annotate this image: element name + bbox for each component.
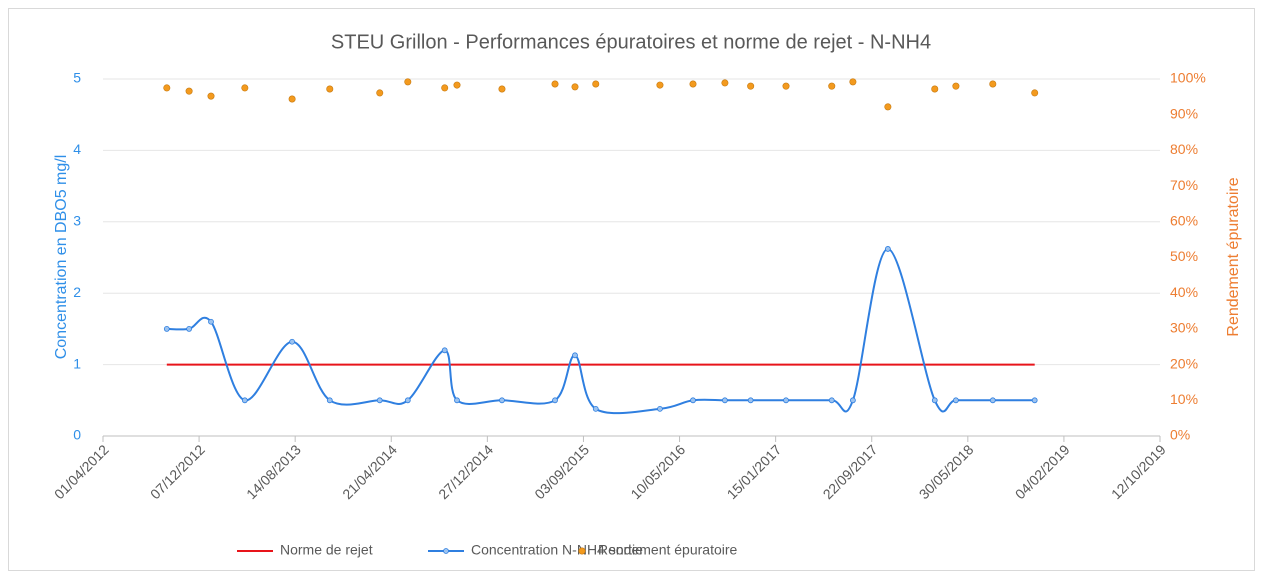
scatter-point (551, 80, 559, 88)
y2-tick-label: 70% (1170, 177, 1198, 193)
scatter-point (931, 85, 939, 93)
scatter-point (1031, 89, 1039, 97)
scatter-point (656, 81, 664, 89)
y-tick-label: 5 (73, 70, 81, 86)
legend-label: Concentration N-NH4 sortie (471, 542, 643, 558)
y-tick-label: 4 (73, 141, 81, 157)
scatter-point (952, 82, 960, 90)
scatter-point (376, 89, 384, 97)
line-marker (163, 325, 170, 332)
scatter-point (828, 82, 836, 90)
y-axis-label: Concentration en DBO5 mg/l (53, 155, 70, 360)
line-marker (592, 405, 599, 412)
scatter-point (441, 84, 449, 92)
y2-tick-label: 80% (1170, 141, 1198, 157)
scatter-point (326, 85, 334, 93)
line-marker (953, 397, 959, 404)
scatter-point (571, 83, 579, 91)
line-marker (783, 397, 789, 404)
y-tick-label: 1 (73, 355, 81, 371)
scatter-point (404, 78, 412, 86)
scatter-point (689, 80, 697, 88)
y2-axis-label: Rendement épuratoire (1225, 177, 1242, 336)
y2-tick-label: 0% (1170, 427, 1190, 443)
scatter-point (849, 78, 857, 86)
scatter-point (288, 95, 296, 103)
y2-tick-label: 20% (1170, 355, 1198, 371)
line-marker (1031, 397, 1038, 404)
y2-tick-label: 30% (1170, 320, 1198, 336)
legend-label: Norme de rejet (280, 542, 373, 558)
scatter-point (721, 79, 729, 87)
y-tick-label: 2 (73, 284, 81, 300)
line-marker (376, 397, 383, 404)
scatter-point (498, 85, 506, 93)
scatter-point (884, 103, 892, 111)
y2-tick-label: 100% (1170, 70, 1206, 86)
scatter-point (747, 82, 755, 90)
scatter-point (592, 80, 600, 88)
line-marker (241, 397, 248, 404)
line-marker (989, 397, 996, 404)
legend-label: Rendement épuratoire (598, 542, 738, 558)
line-marker (572, 352, 578, 359)
y2-tick-label: 10% (1170, 391, 1198, 407)
line-marker (326, 397, 333, 404)
scatter-point (241, 84, 249, 92)
scatter-point (989, 80, 997, 88)
y2-tick-label: 90% (1170, 105, 1198, 121)
line-marker (289, 338, 296, 345)
line-marker (657, 405, 663, 412)
chart-title: STEU Grillon - Performances épuratoires … (331, 31, 931, 53)
line-marker (849, 397, 856, 404)
chart-border (8, 8, 1255, 571)
line-marker (404, 397, 411, 404)
scatter-point (207, 92, 215, 100)
y2-tick-label: 50% (1170, 248, 1198, 264)
line-marker (931, 397, 938, 404)
scatter-point (453, 81, 461, 89)
y2-tick-label: 40% (1170, 284, 1198, 300)
line-marker (828, 397, 835, 404)
line-marker (454, 397, 460, 404)
y2-tick-label: 60% (1170, 213, 1198, 229)
line-marker (499, 397, 505, 404)
line-marker (441, 347, 448, 354)
line-marker (722, 397, 728, 404)
y-tick-label: 3 (73, 213, 81, 229)
line-marker (747, 397, 754, 404)
y-tick-label: 0 (73, 427, 81, 443)
legend-swatch (578, 547, 586, 555)
scatter-point (185, 87, 193, 95)
scatter-point (163, 84, 171, 92)
line-marker (186, 325, 192, 332)
line-marker (208, 318, 214, 325)
line-marker (552, 397, 558, 404)
line-marker (884, 246, 891, 252)
scatter-point (782, 82, 790, 90)
legend-swatch (443, 548, 449, 554)
line-marker (690, 397, 696, 404)
